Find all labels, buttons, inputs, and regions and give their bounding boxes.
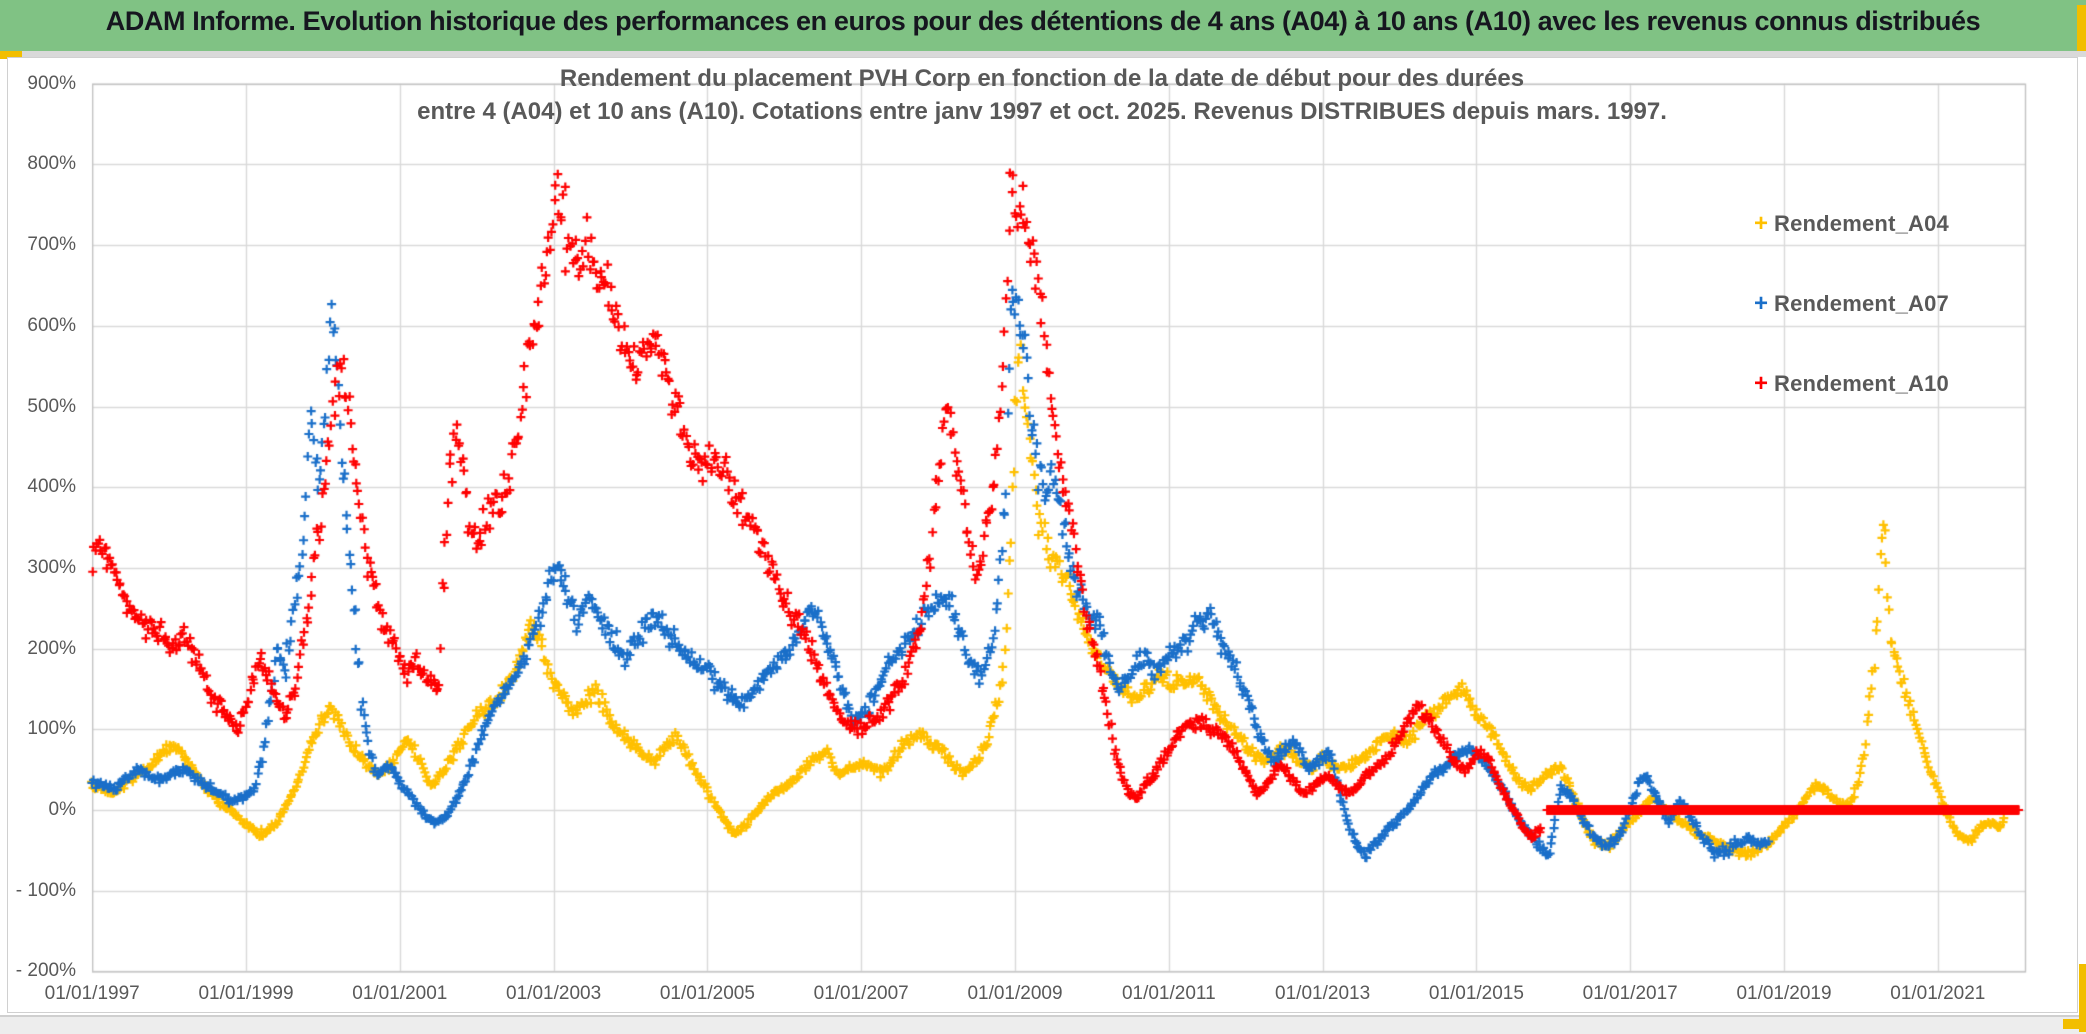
legend-label: Rendement_A07: [1774, 291, 1949, 316]
x-axis-tick-label: 01/01/1999: [198, 983, 294, 1004]
y-axis-tick-label: 200%: [27, 637, 76, 659]
x-axis-tick-label: 01/01/2019: [1736, 983, 1832, 1004]
x-axis-tick-label: 01/01/2005: [659, 983, 755, 1004]
plus-marker-icon: +: [1753, 290, 1768, 317]
y-axis-tick-label: - 200%: [15, 960, 76, 982]
x-axis-tick-label: 01/01/2017: [1582, 983, 1678, 1004]
y-axis-tick-label: 600%: [27, 314, 76, 336]
x-axis-tick-label: 01/01/2013: [1275, 983, 1371, 1004]
y-axis-tick-label: 0%: [48, 799, 76, 820]
legend-item-rendement_a10[interactable]: + Rendement_A10: [1748, 367, 1949, 401]
x-axis-tick-label: 01/01/2021: [1890, 983, 1986, 1004]
x-axis-tick-label: 01/01/1997: [44, 983, 140, 1004]
y-axis-tick-label: 100%: [27, 718, 76, 740]
x-axis-tick-label: 01/01/2007: [813, 983, 909, 1004]
legend-item-rendement_a04[interactable]: + Rendement_A04: [1748, 207, 1949, 241]
y-axis-tick-label: 400%: [27, 476, 76, 498]
legend-label: Rendement_A10: [1774, 371, 1949, 396]
y-axis-tick-label: 300%: [27, 556, 76, 578]
legend-item-rendement_a07[interactable]: + Rendement_A07: [1748, 287, 1949, 321]
legend-label: Rendement_A04: [1774, 211, 1949, 236]
y-axis-tick-label: 800%: [27, 153, 76, 175]
x-axis-tick-label: 01/01/2009: [967, 983, 1063, 1004]
x-axis-tick-label: 01/01/2001: [352, 983, 448, 1004]
chart-title-line2: entre 4 (A04) et 10 ans (A10). Cotations…: [417, 98, 1667, 125]
chart-title: Rendement du placement PVH Corp en fonct…: [92, 62, 1992, 128]
x-axis-tick-label: 01/01/2015: [1428, 983, 1524, 1004]
y-axis-tick-label: 700%: [27, 234, 76, 256]
y-axis-tick-label: - 100%: [15, 879, 76, 901]
x-axis-tick-label: 01/01/2003: [506, 983, 602, 1004]
y-axis-tick-label: 900%: [27, 72, 76, 94]
chart-title-line1: Rendement du placement PVH Corp en fonct…: [559, 65, 1525, 92]
x-axis-tick-label: 01/01/2011: [1121, 983, 1216, 1004]
plus-marker-icon: +: [1753, 370, 1768, 397]
y-axis-tick-label: 500%: [27, 395, 76, 417]
plus-marker-icon: +: [1753, 210, 1768, 237]
